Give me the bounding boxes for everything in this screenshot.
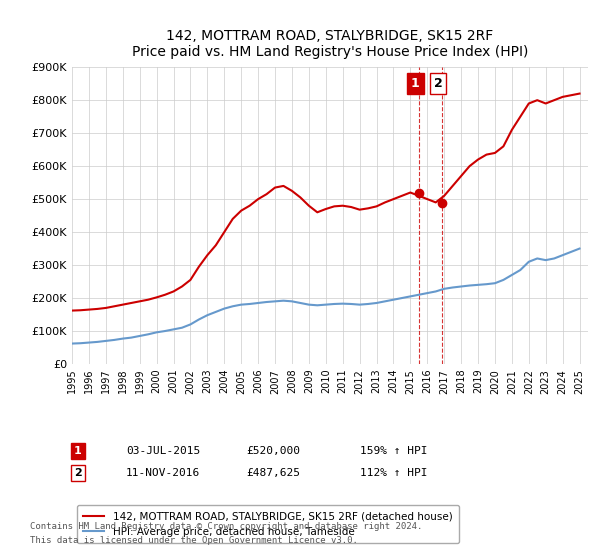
Text: 11-NOV-2016: 11-NOV-2016: [126, 468, 200, 478]
Text: This data is licensed under the Open Government Licence v3.0.: This data is licensed under the Open Gov…: [30, 536, 358, 545]
Text: Contains HM Land Registry data © Crown copyright and database right 2024.: Contains HM Land Registry data © Crown c…: [30, 522, 422, 531]
Text: 03-JUL-2015: 03-JUL-2015: [126, 446, 200, 456]
Legend: 142, MOTTRAM ROAD, STALYBRIDGE, SK15 2RF (detached house), HPI: Average price, d: 142, MOTTRAM ROAD, STALYBRIDGE, SK15 2RF…: [77, 505, 458, 543]
Title: 142, MOTTRAM ROAD, STALYBRIDGE, SK15 2RF
Price paid vs. HM Land Registry's House: 142, MOTTRAM ROAD, STALYBRIDGE, SK15 2RF…: [132, 29, 528, 59]
Text: 1: 1: [74, 446, 82, 456]
Text: 2: 2: [434, 77, 443, 90]
Text: 159% ↑ HPI: 159% ↑ HPI: [360, 446, 427, 456]
Text: 112% ↑ HPI: 112% ↑ HPI: [360, 468, 427, 478]
Text: £487,625: £487,625: [246, 468, 300, 478]
Text: £520,000: £520,000: [246, 446, 300, 456]
Text: 1: 1: [411, 77, 420, 90]
Text: 2: 2: [74, 468, 82, 478]
